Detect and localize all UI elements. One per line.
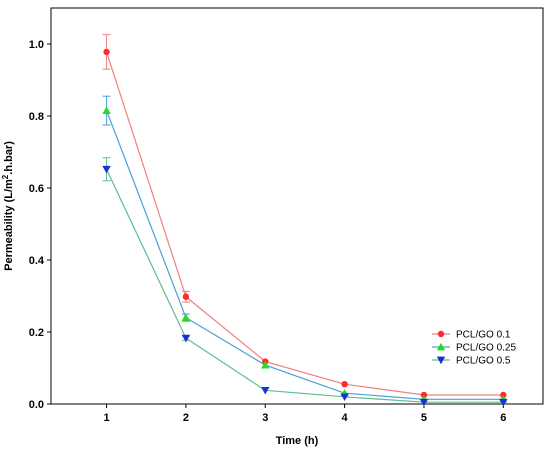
legend: PCL/GO 0.1 PCL/GO 0.25 PCL/GO 0.5 (432, 330, 516, 367)
x-tick-label: 3 (262, 412, 268, 424)
series-3 (102, 157, 508, 407)
y-tick-label: 0.2 (29, 327, 44, 339)
series-line (105, 110, 504, 400)
data-point (181, 334, 191, 343)
series-2 (102, 95, 508, 403)
data-point (261, 386, 270, 395)
y-tick-label: 0.6 (29, 183, 44, 195)
data-point (341, 381, 348, 388)
y-tick-label: 1.0 (29, 39, 44, 51)
data-point (340, 393, 349, 401)
data-point (500, 391, 507, 399)
series-layer (102, 34, 508, 407)
x-tick-label: 2 (183, 412, 189, 424)
data-point (103, 48, 110, 56)
data-point (420, 391, 428, 399)
legend-label: PCL/GO 0.1 (456, 330, 511, 341)
data-point (182, 293, 190, 300)
y-axis-title-tail: .h.bar) (3, 141, 15, 175)
x-tick-label: 5 (421, 412, 427, 424)
data-point (499, 398, 508, 407)
x-axis-title: Time (h) (276, 435, 319, 447)
plot-frame (50, 7, 544, 405)
x-tick-label: 4 (342, 412, 349, 424)
data-point (181, 313, 191, 321)
y-axis-title-main: Permeability (L/m (3, 179, 15, 271)
data-point (102, 165, 111, 174)
y-tick-label: 0.8 (29, 111, 44, 123)
series-1 (102, 34, 507, 399)
legend-label: PCL/GO 0.5 (456, 356, 511, 367)
data-point (419, 398, 429, 407)
y-axis-title: Permeability (L/m2.h.bar) (1, 141, 15, 271)
series-line (106, 169, 504, 403)
y-tick-label: 0.4 (29, 255, 45, 267)
legend-marker (437, 330, 445, 338)
data-point (261, 360, 270, 369)
y-tick-label: 0.0 (29, 399, 44, 411)
data-point (102, 106, 111, 114)
series-line (105, 51, 504, 396)
legend-label: PCL/GO 0.25 (456, 343, 516, 354)
x-tick-label: 1 (103, 412, 109, 424)
axes-layer: 1 2 3 4 5 6 0.0 0.2 0.4 0.6 0.8 1.0 (29, 39, 507, 424)
x-tick-label: 6 (500, 412, 506, 424)
legend-marker (436, 342, 446, 351)
legend-marker (436, 356, 446, 365)
y-axis-title-superscript: 2 (1, 174, 10, 179)
